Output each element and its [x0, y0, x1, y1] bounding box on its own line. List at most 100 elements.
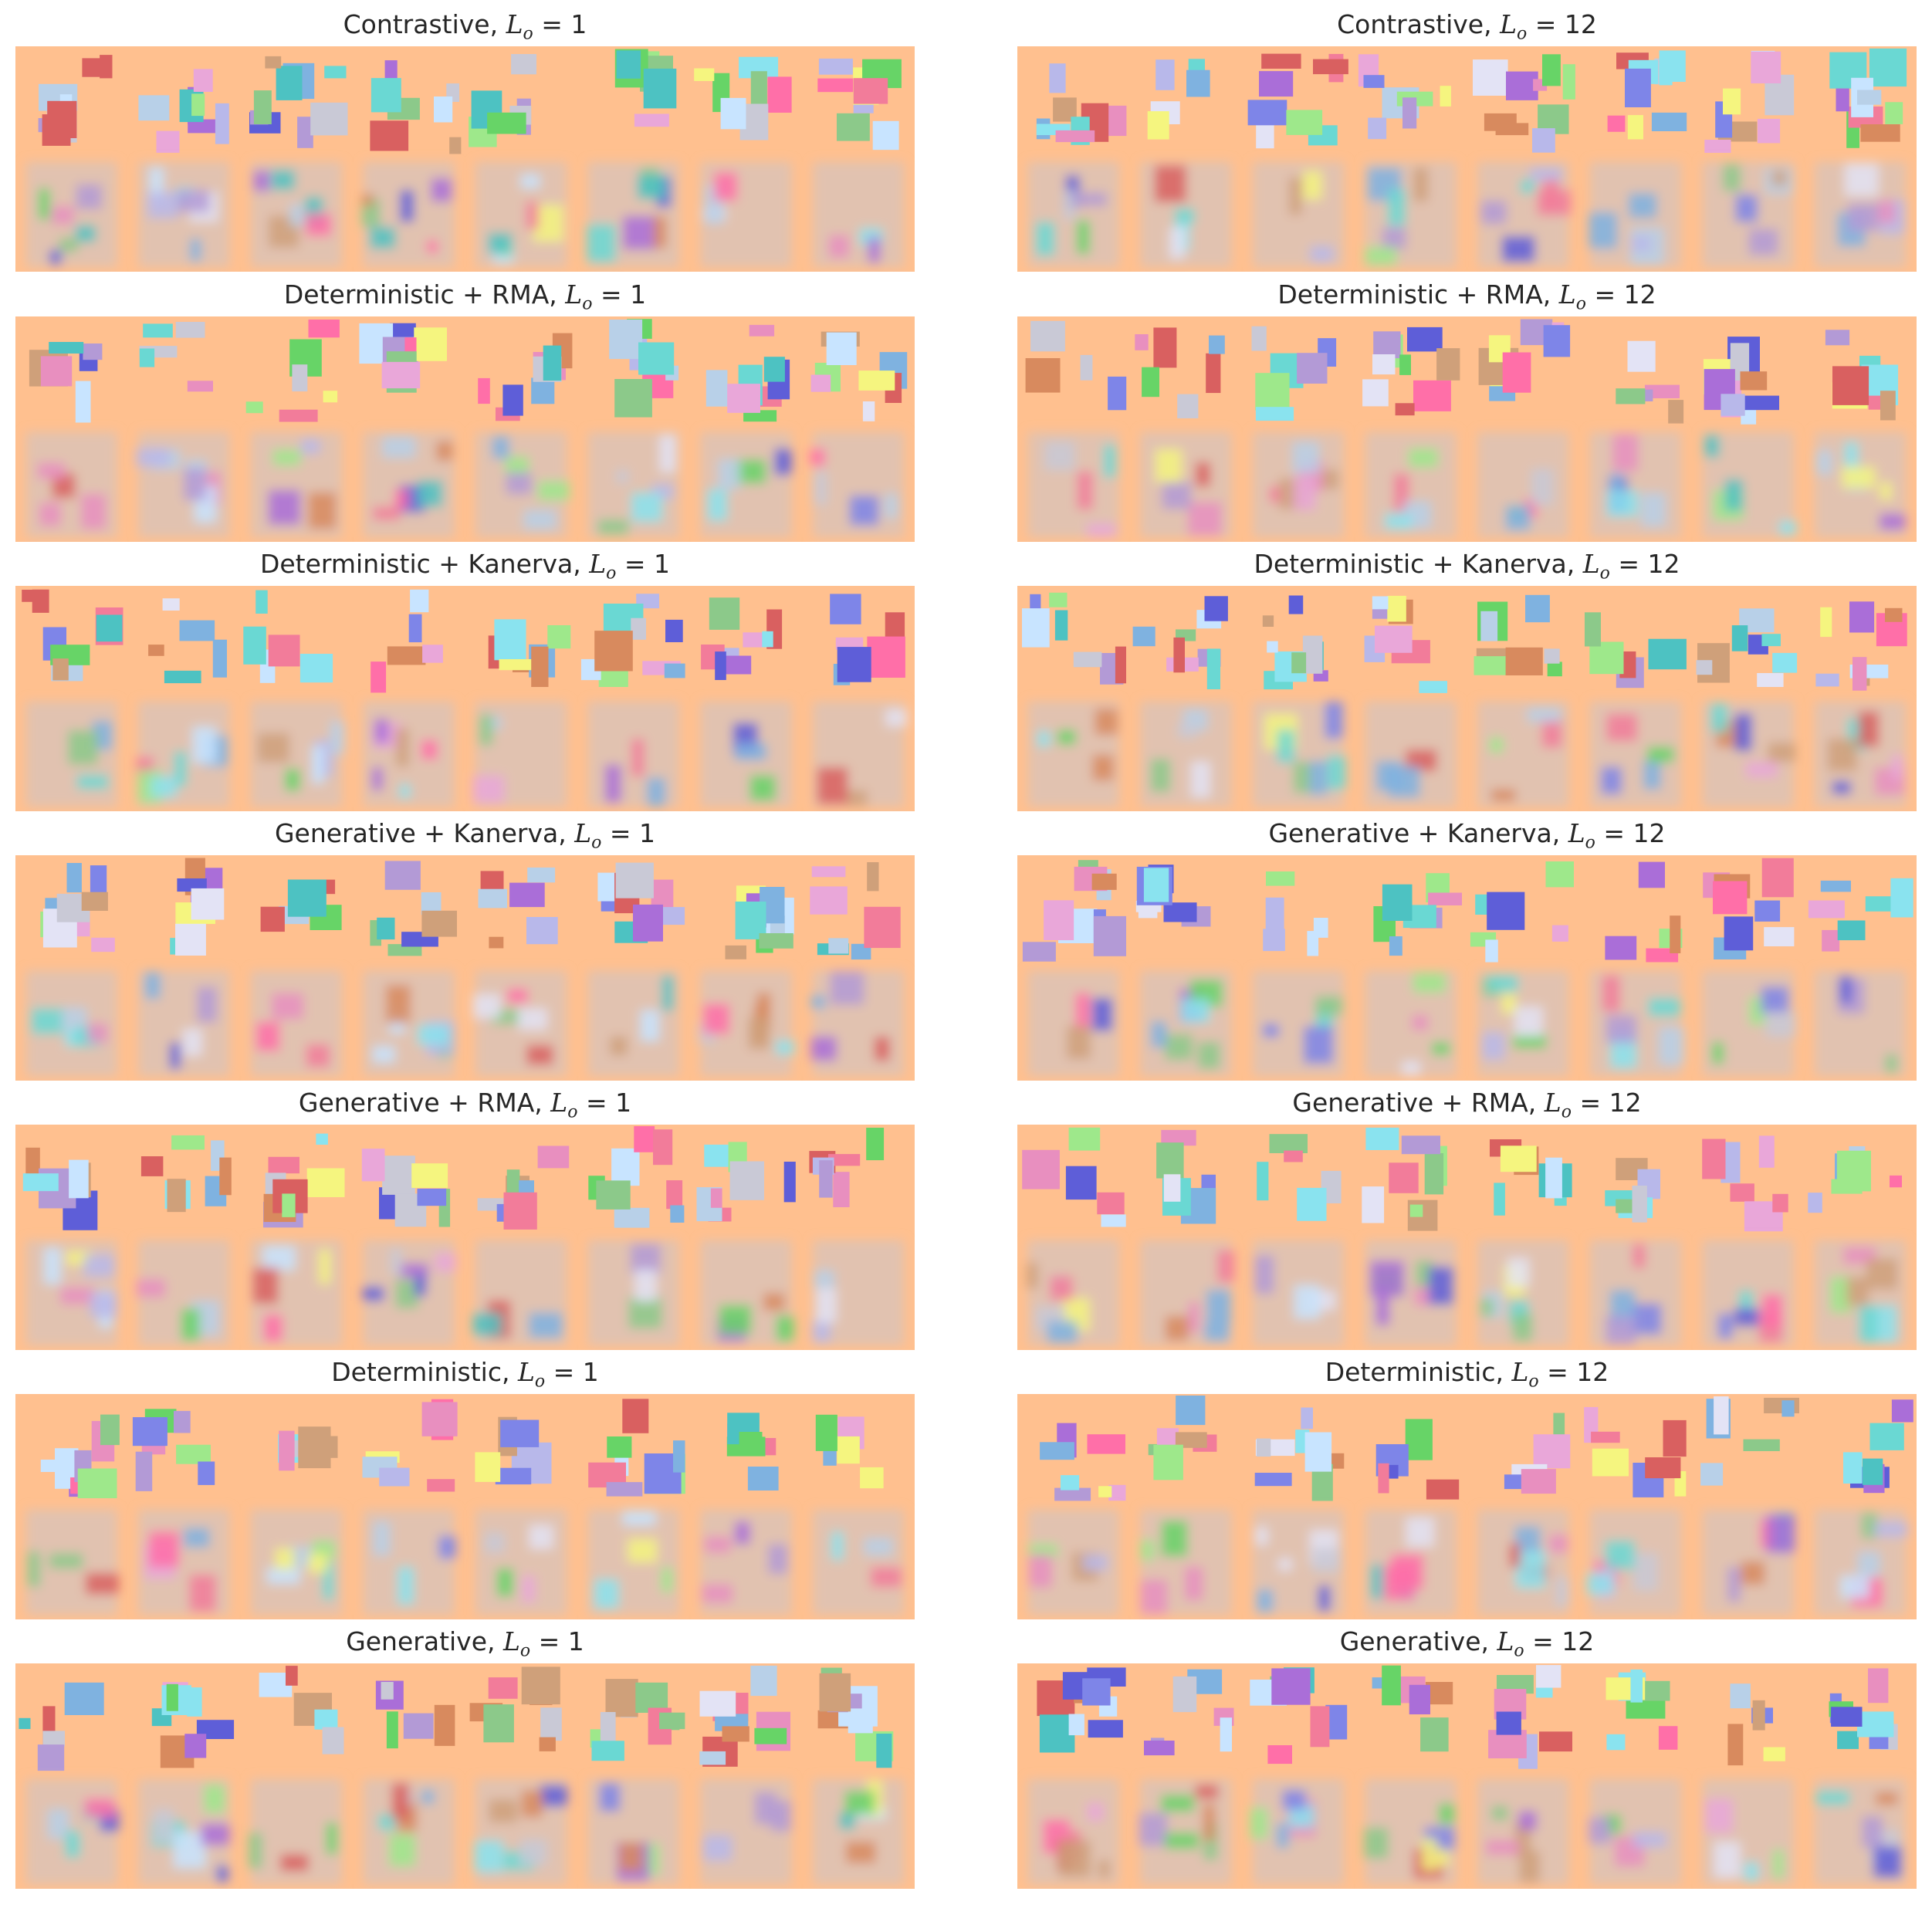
- sample-block: [1808, 1193, 1822, 1213]
- sample-block: [143, 323, 173, 338]
- sample-block: [1544, 648, 1560, 664]
- reconstruction-tile: [251, 702, 345, 807]
- sample-block: [1638, 861, 1665, 888]
- sample-block: [1049, 592, 1068, 607]
- reconstruction-tile: [475, 1510, 567, 1615]
- sample-block: [1409, 1204, 1423, 1217]
- reconstruction-tile: [26, 702, 117, 807]
- sample-block: [543, 345, 562, 381]
- reconstruction-tile: [1815, 432, 1906, 537]
- sample-block: [1040, 1442, 1074, 1460]
- sample-block: [1284, 1150, 1303, 1162]
- reconstruction-tile: [1815, 971, 1906, 1076]
- panel-generative-lo-12: Generative, Lo = 12: [1017, 1626, 1917, 1889]
- reconstruction-tile: [700, 1779, 792, 1884]
- sample-block: [743, 410, 777, 422]
- reconstruction-tile: [1028, 432, 1119, 537]
- sample-block: [699, 1690, 736, 1717]
- sample-block: [735, 902, 766, 939]
- sample-block: [1267, 1745, 1292, 1765]
- sample-block: [1869, 48, 1907, 87]
- panel-title: Generative + Kanerva, Lo = 12: [1268, 818, 1666, 853]
- panel-generative-kanerva-lo-1: Generative + Kanerva, Lo = 1: [15, 818, 915, 1081]
- sample-block: [1658, 1726, 1678, 1750]
- sample-block: [187, 381, 213, 392]
- reconstruction-tile: [251, 971, 342, 1076]
- sample-block: [1589, 641, 1624, 675]
- sample-block: [1607, 115, 1626, 132]
- panel-title: Deterministic, Lo = 1: [331, 1357, 599, 1392]
- sample-block: [167, 1179, 186, 1213]
- sample-block: [819, 1673, 851, 1712]
- sample-block: [600, 1712, 616, 1747]
- sample-block: [255, 590, 268, 614]
- sample-block: [1132, 626, 1155, 647]
- sample-block: [1143, 868, 1169, 902]
- sample-block: [135, 1451, 153, 1491]
- sample-block: [96, 614, 123, 642]
- sample-block: [848, 1708, 873, 1734]
- sample-block: [670, 1205, 685, 1223]
- sample-block: [1313, 59, 1348, 75]
- reconstruction-tile: [136, 702, 230, 807]
- sample-block: [1297, 1187, 1327, 1221]
- sample-block: [1413, 380, 1451, 411]
- sample-block: [1539, 1731, 1572, 1752]
- reconstruction-tile: [1702, 1510, 1795, 1615]
- sample-block: [754, 1727, 787, 1744]
- reconstruction-tile: [1250, 1779, 1344, 1884]
- sample-block: [377, 917, 395, 940]
- sample-block: [1405, 1419, 1433, 1460]
- reconstruction-tile: [26, 1240, 117, 1345]
- sample-block: [179, 620, 215, 641]
- sample-block: [1108, 376, 1127, 411]
- sample-block: [191, 93, 205, 117]
- sample-block: [591, 1741, 624, 1761]
- sample-block: [858, 371, 895, 391]
- sample-block: [720, 97, 746, 130]
- reconstruction-tile: [26, 162, 117, 267]
- sample-block: [140, 1156, 164, 1176]
- sample-block: [1702, 1139, 1726, 1179]
- sample-block: [1553, 1413, 1565, 1436]
- sample-block: [1257, 1162, 1269, 1201]
- sample-block: [1645, 384, 1680, 398]
- sample-block: [1751, 51, 1781, 83]
- sample-block: [1082, 1678, 1111, 1706]
- sample-block: [279, 1430, 295, 1471]
- sample-block: [1209, 335, 1225, 354]
- sample-block: [705, 370, 728, 407]
- reconstruction-tile: [1589, 162, 1681, 267]
- sample-block: [480, 871, 504, 892]
- reconstruction-tile: [475, 432, 570, 537]
- reconstruction-tile: [1028, 1510, 1119, 1615]
- sample-block: [408, 614, 422, 643]
- sample-block: [1115, 646, 1126, 684]
- sample-block: [1696, 660, 1713, 675]
- sample-block: [1097, 1192, 1125, 1215]
- sample-block: [1772, 1193, 1788, 1213]
- reconstruction-tile: [1702, 1240, 1794, 1345]
- sample-block: [1545, 861, 1574, 888]
- sample-block: [91, 937, 115, 952]
- sample-block: [1525, 594, 1550, 623]
- memory-samples-image: [1017, 855, 1917, 1081]
- sample-block: [594, 631, 633, 672]
- sample-block: [434, 96, 453, 123]
- sample-block: [487, 112, 526, 134]
- reconstruction-tile: [1702, 162, 1794, 267]
- reconstruction-tile: [1477, 1510, 1569, 1615]
- memory-samples-image: [15, 1663, 915, 1889]
- sample-block: [421, 910, 457, 937]
- sample-block: [265, 56, 282, 69]
- sample-block: [253, 90, 272, 124]
- reconstruction-tile: [1702, 702, 1796, 807]
- sample-block: [1255, 407, 1294, 421]
- sample-block: [1261, 53, 1301, 69]
- sample-block: [1142, 367, 1159, 398]
- sample-block: [1409, 1684, 1430, 1714]
- sample-block: [198, 1461, 215, 1485]
- sample-block: [1727, 1724, 1744, 1766]
- sample-block: [1592, 1448, 1629, 1477]
- sample-block: [1286, 110, 1323, 135]
